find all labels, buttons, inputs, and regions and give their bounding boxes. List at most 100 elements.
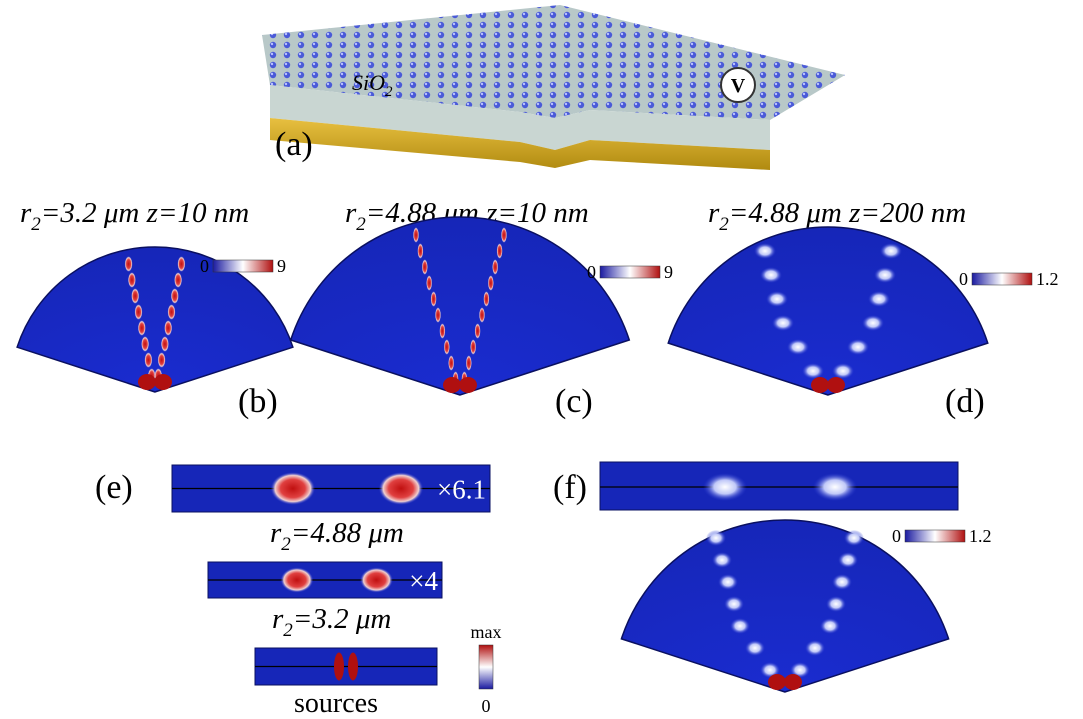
- field-spot: [131, 288, 139, 304]
- rest: =4.88 μm: [291, 517, 404, 549]
- colorbar-min: 0: [587, 262, 596, 282]
- colorbar-min: 0: [200, 256, 209, 276]
- field-spot: [413, 227, 419, 243]
- source-spot: [334, 653, 344, 681]
- field-spot: [128, 272, 136, 288]
- scale-factor: ×4: [409, 566, 438, 596]
- field-spot: [271, 472, 316, 505]
- field-spot: [880, 243, 902, 259]
- field-spot: [802, 363, 824, 379]
- material: SiO: [352, 70, 385, 95]
- field-spot: [174, 272, 182, 288]
- rest: =3.2 μm z=10 nm: [41, 197, 249, 229]
- field-spot: [479, 307, 485, 323]
- var: r: [20, 197, 32, 229]
- field-spot: [470, 339, 476, 355]
- colorbar-min: 0: [482, 696, 491, 716]
- field-spot: [475, 323, 481, 339]
- colorbar-max: max: [471, 622, 502, 642]
- colorbar-max: 9: [664, 262, 673, 282]
- field-spot: [466, 355, 472, 371]
- field-spot: [847, 339, 869, 355]
- field-spot: [826, 596, 846, 612]
- rest: =3.2 μm: [293, 603, 392, 635]
- voltmeter: V: [731, 75, 746, 97]
- field-spot: [158, 352, 166, 368]
- field-spot: [281, 567, 314, 592]
- colorbar-max: 9: [277, 256, 286, 276]
- colorbar-min: 0: [959, 269, 968, 289]
- field-spot: [718, 574, 738, 590]
- var: r: [270, 517, 282, 549]
- field-spot: [426, 275, 432, 291]
- var: r: [708, 197, 720, 229]
- source-spot: [827, 377, 845, 393]
- field-spot: [868, 291, 890, 307]
- field-spot: [754, 243, 776, 259]
- field-spot: [724, 596, 744, 612]
- field-spot: [483, 291, 489, 307]
- source-spot: [443, 377, 461, 393]
- field-spot: [161, 336, 169, 352]
- field-spot: [874, 267, 896, 283]
- r-title: r2=3.2 μm z=10 nm: [20, 197, 249, 235]
- field-spot: [135, 304, 143, 320]
- source-spot: [348, 653, 358, 681]
- field-spot: [164, 320, 172, 336]
- field-spot: [177, 256, 185, 272]
- colorbar-min: 0: [892, 526, 901, 546]
- field-spot: [838, 552, 858, 568]
- field-spot: [488, 275, 494, 291]
- field-spot: [745, 640, 765, 656]
- colorbar: [213, 260, 273, 272]
- colorbar: [905, 530, 965, 542]
- sub: 2: [31, 214, 41, 235]
- field-spot: [501, 227, 507, 243]
- panel-label: (f): [553, 469, 587, 506]
- field-spot: [141, 336, 149, 352]
- caption: sources: [294, 688, 378, 719]
- panel-label: (c): [555, 383, 593, 420]
- field-spot: [144, 352, 152, 368]
- field-spot: [125, 256, 133, 272]
- panel-label: (a): [275, 126, 313, 163]
- field-spot: [444, 339, 450, 355]
- cross-section: [600, 462, 958, 510]
- field-spot: [832, 574, 852, 590]
- field-spot: [417, 243, 423, 259]
- field-spot: [439, 323, 445, 339]
- field-map: [291, 217, 630, 395]
- rest: =4.88 μm z=200 nm: [729, 197, 966, 229]
- field-map: [668, 227, 988, 395]
- field-spot: [435, 307, 441, 323]
- scale-factor: ×6.1: [437, 475, 486, 505]
- field-spot: [448, 355, 454, 371]
- source-spot: [768, 674, 786, 690]
- colorbar: [600, 266, 660, 278]
- field-spot: [431, 291, 437, 307]
- sub: 2: [356, 214, 366, 235]
- sub: 2: [283, 620, 293, 641]
- field-spot: [820, 618, 840, 634]
- field-spot: [703, 473, 747, 501]
- figure: V SiO2 (a) r2=3.2 μm z=10 nm09(b)r2=4.88…: [0, 0, 1083, 719]
- field-spot: [787, 339, 809, 355]
- field-spot: [760, 267, 782, 283]
- panel-label: (b): [238, 383, 278, 420]
- source-spot: [154, 374, 172, 390]
- source-spot: [811, 377, 829, 393]
- field-spot: [813, 473, 857, 501]
- field-spot: [492, 259, 498, 275]
- panel-label: (e): [95, 469, 133, 506]
- r-title: r2=3.2 μm: [272, 603, 391, 641]
- colorbar-max: 1.2: [1036, 269, 1059, 289]
- var: r: [345, 197, 357, 229]
- field-spot: [862, 315, 884, 331]
- field-spot: [766, 291, 788, 307]
- source-spot: [459, 377, 477, 393]
- device-sketch: V SiO2: [262, 5, 845, 170]
- field-spot: [844, 530, 864, 546]
- colorbar-max: 1.2: [969, 526, 992, 546]
- source-spot: [138, 374, 156, 390]
- field-spot: [712, 552, 732, 568]
